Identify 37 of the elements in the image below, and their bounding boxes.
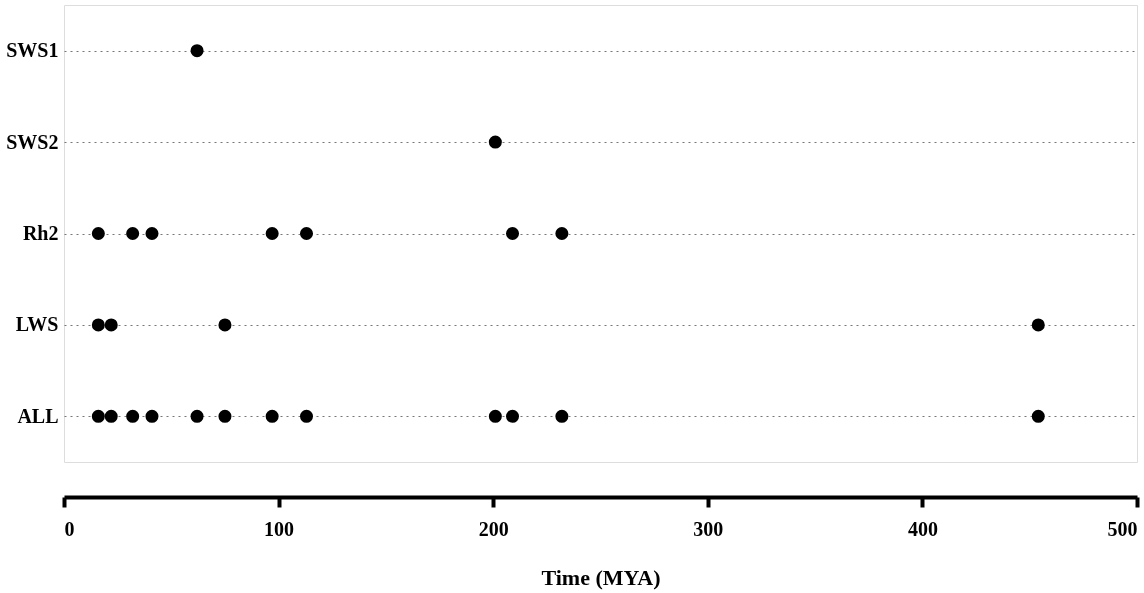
point [1031,318,1045,332]
y-tick-label: LWS [15,313,59,336]
point [91,318,105,332]
x-tick-label: 100 [264,517,295,540]
point [218,318,232,332]
point [126,409,140,423]
point [1031,409,1045,423]
point [299,226,314,241]
point [91,226,105,241]
point [265,409,279,423]
point [488,135,502,149]
x-axis-title: Time (MYA) [541,564,661,590]
x-tick-label: 500 [1107,517,1138,540]
point [91,409,105,423]
point [190,44,204,58]
point [104,409,118,423]
point [488,409,502,423]
point [265,226,279,241]
x-tick-label: 0 [64,517,75,540]
x-tick-label: 400 [907,517,938,540]
y-tick-label: SWS1 [6,39,59,62]
y-tick-label: SWS2 [6,130,59,153]
point [126,226,140,241]
point [555,226,569,241]
point [145,409,159,423]
point [299,409,314,423]
x-tick-label: 300 [693,517,724,540]
point [190,409,204,423]
y-tick-label: ALL [17,404,59,427]
x-tick-label: 200 [478,517,509,540]
point [218,409,232,423]
point [506,226,520,241]
point [104,318,118,332]
y-tick-label: Rh2 [22,222,59,244]
point [506,409,520,423]
point [145,226,159,241]
point [555,409,569,423]
